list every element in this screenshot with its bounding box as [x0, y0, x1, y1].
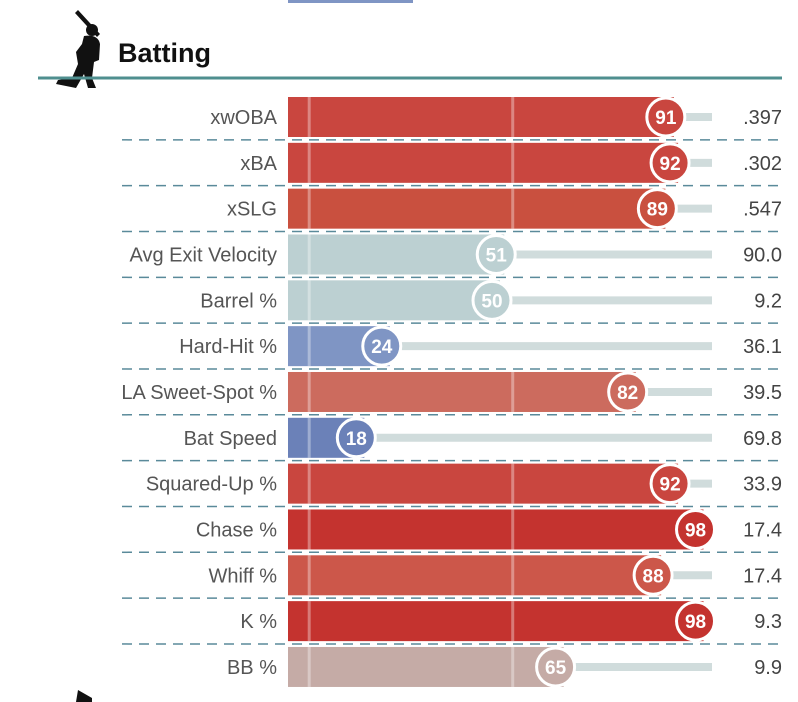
percentile-value-label: 18	[346, 429, 367, 450]
percentile-marker	[649, 463, 691, 505]
stat-value: 33.9	[743, 474, 782, 496]
percentile-value-label: 98	[685, 520, 706, 541]
metric-label: K %	[240, 611, 277, 633]
percentile-marker	[649, 142, 691, 184]
percentile-bar	[288, 601, 704, 642]
metric-label: xSLG	[227, 199, 277, 221]
percentile-value-label: 91	[655, 108, 677, 129]
stat-value: .547	[743, 199, 782, 221]
percentile-marker	[361, 325, 403, 367]
metric-label: Avg Exit Velocity	[130, 244, 277, 266]
stat-value: 9.2	[754, 290, 782, 312]
stat-value: 9.9	[754, 657, 782, 679]
stat-value: .302	[743, 153, 782, 175]
stat-value: 17.4	[743, 565, 782, 587]
metric-label: Squared-Up %	[146, 474, 277, 496]
metric-row: Whiff % 88 17.4	[122, 551, 782, 596]
percentile-marker	[607, 371, 649, 413]
percentile-marker	[675, 508, 717, 550]
metric-row: BB % 65 9.9	[122, 643, 782, 688]
stat-value: 17.4	[743, 519, 782, 541]
percentile-bar	[288, 463, 679, 504]
next-section-icon	[76, 690, 92, 702]
percentile-value-label: 98	[685, 612, 706, 633]
metric-label: Whiff %	[208, 565, 277, 587]
percentile-value-label: 92	[660, 475, 681, 496]
batter-silhouette-icon	[56, 10, 100, 88]
metric-label: Bat Speed	[184, 428, 277, 450]
percentile-marker	[471, 279, 513, 321]
percentile-bar	[288, 234, 505, 275]
metric-row: K % 98 9.3	[122, 597, 782, 642]
percentile-value-label: 50	[481, 291, 502, 312]
stat-value: 39.5	[743, 382, 782, 404]
stat-value: 69.8	[743, 428, 782, 450]
stat-value: 36.1	[743, 336, 782, 358]
percentile-bar	[288, 97, 674, 137]
percentile-bar	[288, 280, 500, 321]
previous-section-bar	[288, 0, 413, 3]
percentile-value-label: 65	[545, 658, 567, 679]
percentile-value-label: 92	[660, 154, 681, 175]
percentile-marker	[675, 600, 717, 642]
metric-row: xwOBA 91 .397	[210, 96, 782, 138]
percentile-marker	[632, 554, 674, 596]
metric-label: Hard-Hit %	[179, 336, 277, 358]
percentile-bar	[288, 509, 704, 550]
stat-value: 9.3	[754, 611, 782, 633]
percentile-value-label: 82	[617, 383, 638, 404]
metric-row: Avg Exit Velocity 51 90.0	[122, 230, 782, 275]
percentile-marker	[475, 233, 517, 275]
metric-row: xBA 92 .302	[122, 139, 782, 184]
percentile-value-label: 88	[643, 566, 664, 587]
metric-label: xwOBA	[210, 107, 277, 129]
metric-row: Hard-Hit % 24 36.1	[122, 322, 782, 367]
percentile-value-label: 51	[486, 245, 508, 266]
percentile-bar	[288, 188, 666, 229]
percentile-marker	[645, 96, 687, 138]
percentile-marker	[636, 188, 678, 230]
stat-value: .397	[743, 107, 782, 129]
section-title: Batting	[118, 38, 211, 68]
percentile-value-label: 24	[371, 337, 393, 358]
percentile-bar	[288, 555, 662, 596]
percentile-bar	[288, 142, 679, 183]
metric-row: xSLG 89 .547	[122, 184, 782, 230]
percentile-value-label: 89	[647, 200, 668, 221]
metric-row: Chase % 98 17.4	[122, 505, 782, 550]
metric-label: Chase %	[196, 519, 277, 541]
metric-row: Barrel % 50 9.2	[122, 276, 782, 321]
percentile-marker	[535, 646, 577, 688]
metric-row: Squared-Up % 92 33.9	[122, 459, 782, 505]
percentile-marker	[335, 417, 377, 459]
percentile-bar	[288, 646, 564, 687]
stat-value: 90.0	[743, 244, 782, 266]
metric-label: BB %	[227, 657, 277, 679]
metric-label: xBA	[240, 153, 277, 175]
metric-rows: xwOBA 91 .397 xBA 92 .302 xSLG 89 .547 Avg Exit V…	[121, 96, 782, 688]
metric-label: Barrel %	[200, 290, 277, 312]
metric-label: LA Sweet-Spot %	[121, 382, 277, 404]
percentile-bar	[288, 371, 636, 412]
metric-row: LA Sweet-Spot % 82 39.5	[121, 368, 782, 413]
metric-row: Bat Speed 18 69.8	[122, 414, 782, 459]
